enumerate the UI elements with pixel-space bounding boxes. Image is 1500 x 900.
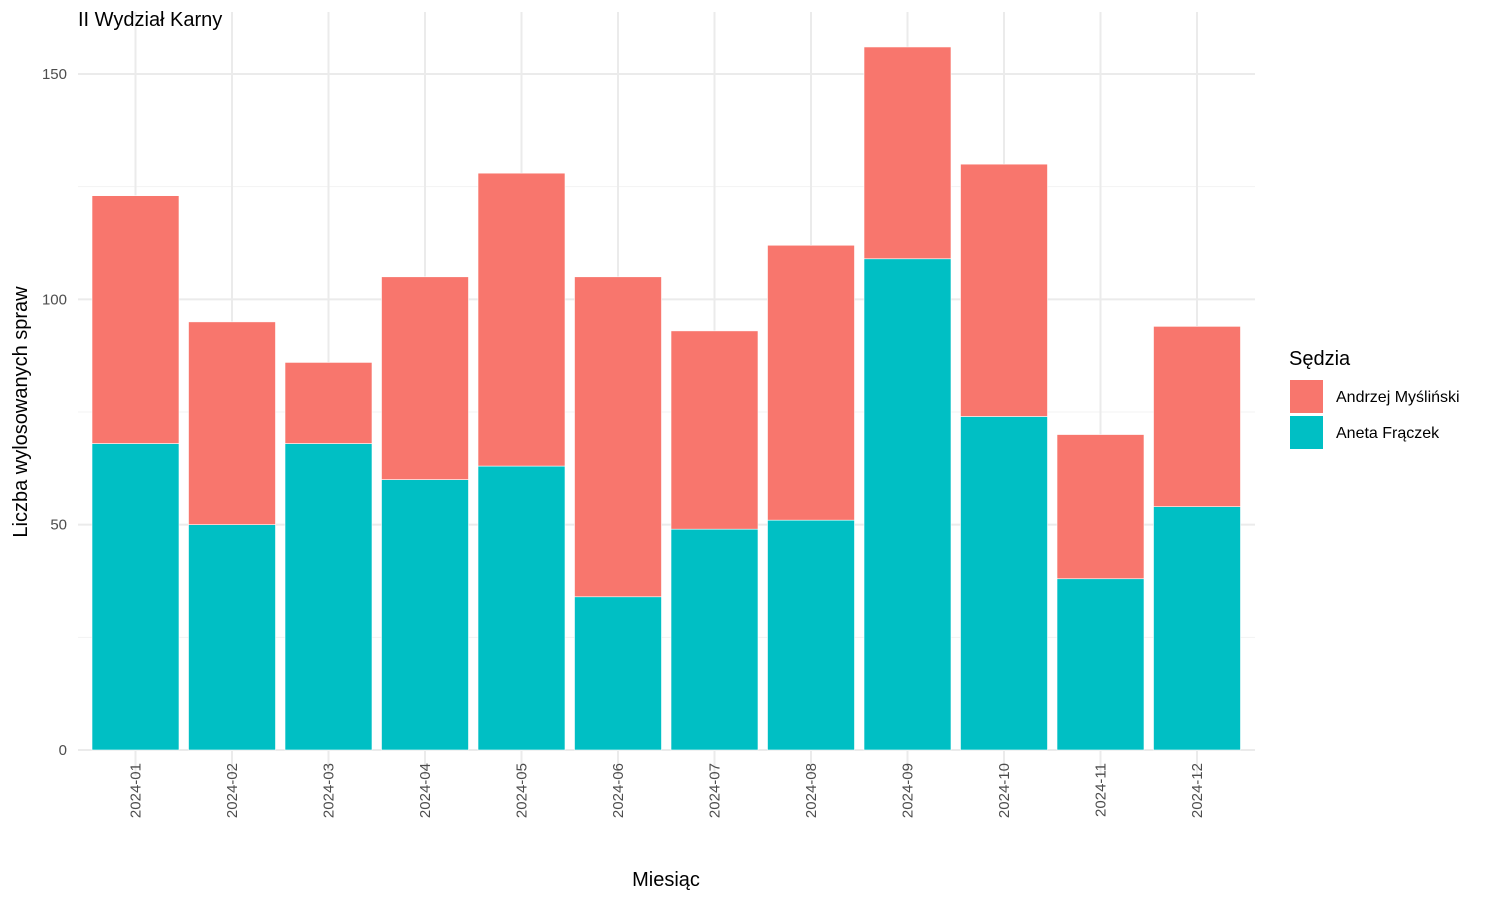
x-tick-label: 2024-12 — [1189, 763, 1206, 818]
x-tick-label: 2024-01 — [128, 763, 145, 818]
bar-segment — [1056, 434, 1145, 580]
x-tick-label: 2024-08 — [803, 763, 820, 818]
y-tick-label: 50 — [50, 517, 67, 534]
bar-segment — [477, 465, 566, 751]
bar-segment — [670, 330, 759, 530]
bar-segment — [574, 596, 662, 751]
bar-segment — [1056, 578, 1145, 751]
bar-segment — [863, 46, 952, 260]
y-tick-label: 150 — [42, 66, 67, 83]
bar-segment — [284, 362, 373, 444]
x-axis-title: Miesiąc — [632, 869, 700, 891]
bar-segment — [863, 258, 952, 751]
legend-swatch — [1290, 380, 1323, 413]
legend-swatch — [1290, 416, 1323, 449]
y-axis-title: Liczba wylosowanych spraw — [10, 286, 32, 538]
bars — [91, 46, 1241, 751]
bar-segment — [477, 172, 566, 467]
bar-segment — [767, 244, 855, 521]
bar-segment — [960, 163, 1048, 417]
bar-segment — [670, 528, 759, 751]
y-axis: 0 50 100 150 — [42, 66, 67, 759]
legend-title: Sędzia — [1289, 348, 1351, 370]
bar-segment — [381, 276, 469, 480]
x-tick-label: 2024-07 — [707, 763, 724, 818]
bar-segment — [767, 519, 855, 751]
legend-label: Aneta Frączek — [1336, 425, 1440, 442]
x-axis: 2024-01 2024-02 2024-03 2024-04 2024-05 2024-… — [128, 763, 1207, 818]
x-tick-label: 2024-03 — [321, 763, 338, 818]
bar-segment — [381, 479, 469, 751]
bar-segment — [1153, 506, 1241, 751]
bar-segment — [284, 443, 373, 751]
y-tick-label: 100 — [42, 291, 67, 308]
x-tick-label: 2024-04 — [417, 763, 434, 818]
x-tick-label: 2024-11 — [1093, 763, 1110, 817]
y-tick-label: 0 — [59, 742, 67, 759]
bar-segment — [91, 443, 180, 751]
bar-segment — [188, 321, 276, 525]
legend: Sędzia Andrzej Myśliński Aneta Frączek — [1289, 348, 1460, 449]
bar-segment — [1153, 326, 1241, 507]
x-tick-label: 2024-05 — [514, 763, 531, 818]
bar-segment — [188, 524, 276, 751]
chart-title: II Wydział Karny — [78, 9, 222, 31]
bar-segment — [960, 416, 1048, 751]
bar-segment — [574, 276, 662, 598]
x-tick-label: 2024-06 — [610, 763, 627, 818]
x-tick-label: 2024-02 — [224, 763, 241, 818]
bar-segment — [91, 195, 180, 444]
legend-items: Andrzej Myśliński Aneta Frączek — [1290, 380, 1460, 449]
x-tick-label: 2024-10 — [996, 763, 1013, 818]
legend-label: Andrzej Myśliński — [1336, 389, 1460, 406]
x-tick-label: 2024-09 — [900, 763, 917, 818]
